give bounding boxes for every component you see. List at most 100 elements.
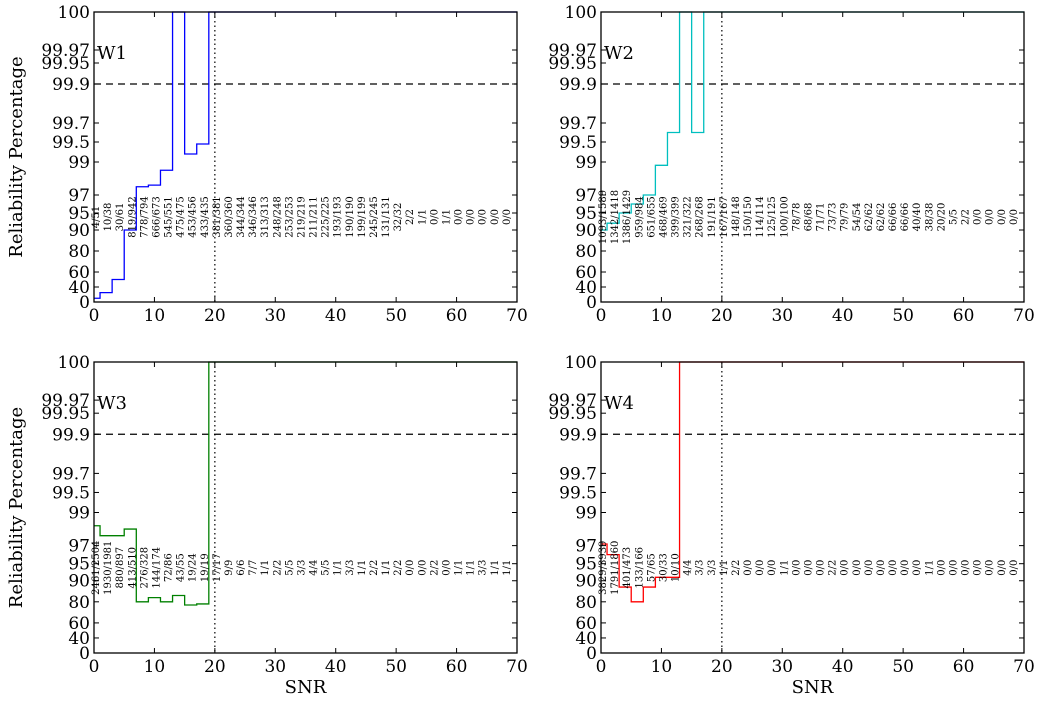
count-annotation: 2/2	[961, 209, 972, 225]
count-annotation: 0/0	[948, 560, 959, 576]
y-tick-label: 60	[575, 263, 597, 283]
count-annotation: 66/66	[900, 203, 911, 232]
count-annotation: 79/79	[840, 203, 851, 232]
y-tick-label: 97	[575, 537, 597, 557]
count-annotation: 0/0	[816, 560, 827, 576]
plot-frame	[600, 361, 1025, 654]
y-tick-label: 99.7	[52, 114, 90, 134]
y-tick-label: 99.95	[548, 404, 597, 424]
y-tick-label: 90	[575, 572, 597, 592]
count-annotation: 1791/1860	[610, 541, 621, 595]
y-tick-label: 40	[575, 629, 597, 649]
count-annotation: 0/0	[755, 560, 766, 576]
count-annotation: 40/40	[912, 203, 923, 232]
count-annotation: 30/61	[115, 203, 126, 232]
series-line	[94, 11, 517, 299]
count-annotation: 3/3	[695, 560, 706, 576]
count-annotation: 0/0	[900, 560, 911, 576]
y-tick-label: 99.7	[559, 464, 597, 484]
y-tick-label: 99.5	[559, 133, 597, 153]
count-annotation: 19/19	[200, 553, 211, 582]
count-annotation: 399/399	[671, 196, 682, 238]
count-annotation: 0/0	[973, 209, 984, 225]
x-tick-label: 60	[953, 306, 975, 326]
count-annotation: 57/65	[646, 553, 657, 582]
series-line	[601, 11, 1024, 231]
x-tick-label: 30	[771, 657, 793, 677]
count-annotation: 0/0	[454, 209, 465, 225]
y-tick-label: 99	[575, 153, 597, 173]
y-tick-label: 60	[68, 263, 90, 283]
y-tick-label: 60	[575, 614, 597, 634]
y-tick-label: 100	[58, 3, 90, 23]
count-annotation: 5/5	[321, 560, 332, 576]
x-tick-label: 40	[832, 657, 854, 677]
count-annotation: 959/984	[634, 196, 645, 238]
count-annotation: 0/0	[478, 209, 489, 225]
count-annotation: 225/225	[321, 196, 332, 238]
count-annotation: 346/346	[248, 196, 259, 238]
count-annotation: 4/4	[683, 560, 694, 576]
count-annotation: 2461/2504	[91, 541, 102, 595]
count-annotation: 778/794	[139, 196, 150, 238]
x-tick-label: 0	[89, 657, 100, 677]
count-annotation: 0/0	[466, 209, 477, 225]
y-tick-label: 100	[565, 3, 597, 23]
y-tick-label: 99	[68, 504, 90, 524]
count-annotation: 1/1	[381, 560, 392, 576]
x-tick-label: 60	[446, 657, 468, 677]
panel-label: W3	[97, 393, 127, 414]
count-annotation: 413/510	[127, 547, 138, 589]
y-tick-label: 97	[68, 186, 90, 206]
y-tick-label: 99.97	[548, 41, 597, 61]
count-annotation: 1/1	[502, 560, 513, 576]
count-annotation: 0/0	[985, 560, 996, 576]
count-annotation: 1/1	[454, 560, 465, 576]
count-annotation: 453/456	[188, 196, 199, 238]
count-annotation: 191/191	[707, 196, 718, 238]
count-annotation: 321/322	[683, 196, 694, 238]
y-tick-label: 99.9	[559, 75, 597, 95]
x-tick-label: 70	[1013, 306, 1035, 326]
y-tick-label: 95	[68, 204, 90, 224]
x-tick-label: 70	[506, 657, 528, 677]
count-annotation: 360/360	[224, 196, 235, 238]
count-annotation: 0/0	[1009, 560, 1020, 576]
count-annotation: 32/32	[393, 203, 404, 232]
y-tick-label: 99	[68, 153, 90, 173]
x-tick-label: 70	[506, 306, 528, 326]
count-annotation: 0/0	[936, 560, 947, 576]
count-annotation: 2/2	[272, 560, 283, 576]
count-annotation: 68/68	[803, 203, 814, 232]
y-tick-label: 80	[575, 593, 597, 613]
count-annotation: 2/2	[369, 560, 380, 576]
count-annotation: 133/166	[634, 547, 645, 589]
plot-frame	[93, 11, 518, 303]
y-tick-label: 95	[575, 204, 597, 224]
count-annotation: 10/38	[103, 203, 114, 232]
count-annotation: 0/0	[405, 560, 416, 576]
series-line	[601, 361, 1024, 603]
count-annotation: 245/245	[369, 196, 380, 238]
count-annotation: 100/100	[779, 196, 790, 238]
count-annotation: 54/54	[852, 203, 863, 232]
count-annotation: 401/473	[622, 547, 633, 589]
count-annotation: 0/0	[767, 560, 778, 576]
y-tick-label: 95	[575, 555, 597, 575]
count-annotation: 38/38	[924, 203, 935, 232]
y-tick-label: 80	[575, 242, 597, 262]
count-annotation: 1/1	[490, 560, 501, 576]
count-annotation: 1/1	[779, 560, 790, 576]
y-tick-label: 0	[79, 293, 90, 313]
y-tick-label: 95	[68, 555, 90, 575]
count-annotation: 433/435	[200, 196, 211, 238]
count-annotation: 0/0	[502, 209, 513, 225]
x-tick-label: 40	[832, 306, 854, 326]
count-annotation: 4/51	[91, 206, 102, 228]
x-tick-label: 50	[385, 657, 407, 677]
y-tick-label: 99.97	[548, 391, 597, 411]
count-annotation: 0/0	[852, 560, 863, 576]
y-tick-label: 99	[575, 504, 597, 524]
